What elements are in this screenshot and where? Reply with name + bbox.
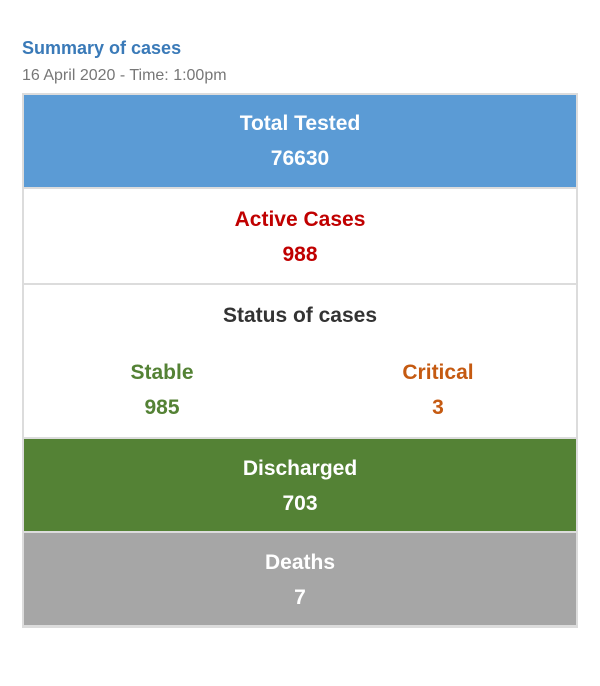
status-row: Status of cases Stable 985 Critical 3 [24, 283, 576, 437]
stable-label: Stable [130, 361, 194, 384]
critical-value: 3 [432, 396, 444, 419]
discharged-label: Discharged [242, 457, 358, 480]
active-cases-label: Active Cases [234, 208, 366, 231]
total-tested-value: 76630 [270, 147, 330, 170]
deaths-value: 7 [294, 586, 306, 609]
stable-value: 985 [144, 396, 180, 419]
summary-title: Summary of cases [22, 38, 182, 58]
total-tested-row: Total Tested 76630 [24, 95, 576, 187]
deaths-label: Deaths [264, 551, 336, 574]
active-cases-value: 988 [282, 243, 318, 266]
critical-label: Critical [402, 361, 474, 384]
deaths-row: Deaths 7 [24, 531, 576, 625]
summary-timestamp: 16 April 2020 - Time: 1:00pm [22, 67, 227, 84]
discharged-row: Discharged 703 [24, 437, 576, 531]
discharged-value: 703 [282, 492, 318, 515]
stable-cell: Stable 985 [24, 355, 300, 425]
active-cases-row: Active Cases 988 [24, 187, 576, 283]
total-tested-label: Total Tested [239, 112, 361, 135]
summary-table: Total Tested 76630 Active Cases 988 Stat… [22, 93, 578, 628]
status-label: Status of cases [222, 304, 378, 327]
critical-cell: Critical 3 [300, 355, 576, 425]
